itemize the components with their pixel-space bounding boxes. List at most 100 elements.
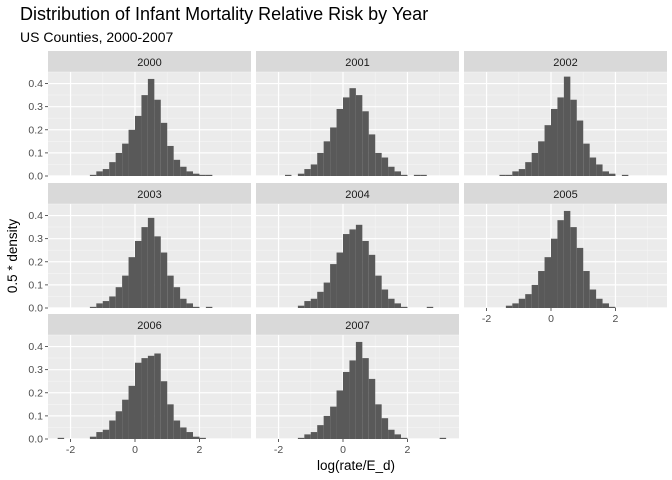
facet-strip [48,51,251,72]
histogram-bar [420,174,427,176]
histogram-bar [388,166,395,176]
x-tick-label: 0 [340,444,346,456]
histogram-bar [102,429,110,439]
histogram-bar [285,174,292,176]
x-tick-label: 0 [548,313,554,325]
histogram-bar [570,227,577,308]
histogram-bar [602,303,609,308]
histogram-bar [205,174,213,176]
histogram-bar [401,306,408,308]
histogram-bar [135,240,142,308]
y-tick-label: 0.3 [28,101,43,113]
histogram-bar [439,437,447,439]
histogram-bar [381,418,389,439]
histogram-bar [186,432,193,439]
facet-strip [464,183,667,204]
facet-strip-label: 2002 [553,57,577,69]
histogram-bar [525,294,532,308]
histogram-bar [89,306,97,308]
histogram-bar [349,229,356,308]
histogram-bar [141,227,148,308]
histogram-bar [538,271,545,308]
histogram-bar [173,159,181,176]
histogram-bar [96,303,103,308]
x-tick-label: -2 [482,313,491,325]
histogram-bar [518,169,526,176]
histogram-bar [102,301,110,308]
histogram-bar [355,341,363,439]
histogram-bar [505,305,513,308]
histogram-bar [147,217,155,308]
histogram-bar [115,152,123,176]
histogram-bar [173,420,181,439]
histogram-bar [57,437,65,439]
y-tick-label: 0.3 [28,233,43,245]
histogram-bar [160,252,168,308]
histogram-bar [381,289,389,308]
histogram-bar [147,78,155,176]
histogram-bar [310,164,318,176]
histogram-bar [167,404,174,439]
facet-strip-label: 2005 [553,189,577,201]
histogram-bar [317,152,324,176]
histogram-bar [304,301,311,308]
histogram-bar [115,411,123,439]
histogram-bar [135,115,142,176]
histogram-bar [297,305,305,308]
histogram-bar [141,358,148,439]
histogram-bar [583,271,590,308]
histogram-bar [141,95,148,176]
histogram-bar [96,171,103,176]
histogram-bar [330,264,337,308]
histogram-bar [576,247,584,308]
histogram-bar [576,120,584,176]
y-tick-label: 0.4 [28,341,43,353]
histogram-bar [180,298,187,308]
histogram-bar [583,143,590,176]
histogram-bar [426,306,434,308]
histogram-bar [589,157,597,176]
histogram-bar [343,234,350,308]
histogram-bar [186,171,193,176]
y-tick-label: 0.3 [28,364,43,376]
histogram-bar [621,174,629,176]
histogram-bar [167,145,174,176]
histogram-bar [544,125,551,176]
histogram-bar [596,298,603,308]
histogram-bar [317,291,324,308]
histogram-bar [323,141,331,176]
histogram-bar [518,298,526,308]
histogram-bar [551,238,558,308]
facet-strip [48,183,251,204]
facet-strip-label: 2003 [137,189,161,201]
x-axis-title: log(rate/E_d) [317,458,395,473]
histogram-bar [323,415,331,439]
histogram-bar [304,169,311,176]
y-tick-label: 0.0 [28,171,43,183]
histogram-bar [109,162,116,176]
histogram-bar [193,306,200,308]
histogram-bar [109,296,116,308]
histogram-bar [122,399,129,439]
histogram-bar [147,355,155,439]
facet-strip-label: 2004 [345,189,369,201]
y-tick-label: 0.2 [28,124,43,136]
y-tick-label: 0.2 [28,387,43,399]
histogram-bar [602,171,609,176]
facet-strip-label: 2007 [345,320,369,332]
histogram-bar [297,173,305,176]
histogram-bar [388,429,395,439]
histogram-bar [388,298,395,308]
histogram-bar [538,141,545,176]
histogram-bar [167,275,174,308]
histogram-bar [89,174,97,176]
histogram-bar [180,166,187,176]
histogram-bar [368,134,376,176]
histogram-bar [128,129,135,176]
histogram-bar [199,174,206,176]
histogram-bar [330,406,337,439]
histogram-bar [563,76,571,176]
histogram-bar [193,173,200,176]
chart-title: Distribution of Infant Mortality Relativ… [20,4,429,24]
chart-subtitle: US Counties, 2000-2007 [20,29,174,45]
